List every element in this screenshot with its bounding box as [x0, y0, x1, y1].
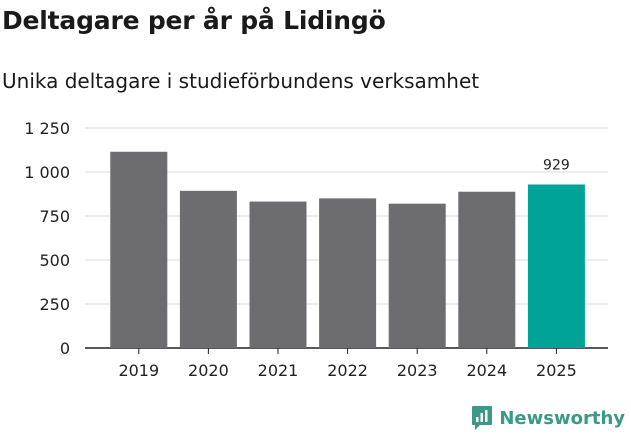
bar-2024	[458, 191, 516, 348]
y-tick-label: 1 250	[24, 119, 70, 138]
y-tick-label: 500	[39, 251, 70, 270]
y-tick-label: 250	[39, 295, 70, 314]
bar-chart: 0 250 500 750 1 000 1 250 2019 2020 2021 2022 202…	[24, 119, 608, 380]
x-tick-label: 2020	[188, 361, 229, 380]
newsworthy-logo-icon	[472, 406, 493, 430]
bar-2021	[249, 201, 307, 348]
x-tick-label: 2021	[258, 361, 299, 380]
bar-2019	[110, 151, 168, 348]
y-tick-label: 1 000	[24, 163, 70, 182]
newsworthy-logo: Newsworthy	[471, 405, 625, 431]
data-label: 929	[543, 157, 570, 173]
x-tick-label: 2025	[536, 361, 577, 380]
y-axis-ticks: 0 250 500 750 1 000 1 250	[24, 119, 70, 358]
bar-2022	[319, 198, 377, 348]
newsworthy-logo-text: Newsworthy	[499, 407, 625, 429]
bar-2025	[527, 184, 585, 348]
x-tick-label: 2019	[118, 361, 159, 380]
data-labels: 929	[543, 157, 570, 173]
y-tick-label: 750	[39, 207, 70, 226]
bar-2023	[388, 203, 446, 348]
bar-2020	[179, 190, 237, 348]
bars	[110, 151, 585, 348]
x-tick-label: 2023	[397, 361, 438, 380]
chart-subtitle: Unika deltagare i studieförbundens verks…	[2, 69, 480, 93]
chart-title: Deltagare per år på Lidingö	[2, 6, 386, 35]
x-tick-label: 2022	[327, 361, 368, 380]
x-axis-ticks: 2019 2020 2021 2022 2023 2024 2025	[118, 348, 577, 380]
x-tick-label: 2024	[466, 361, 507, 380]
y-tick-label: 0	[60, 339, 70, 358]
